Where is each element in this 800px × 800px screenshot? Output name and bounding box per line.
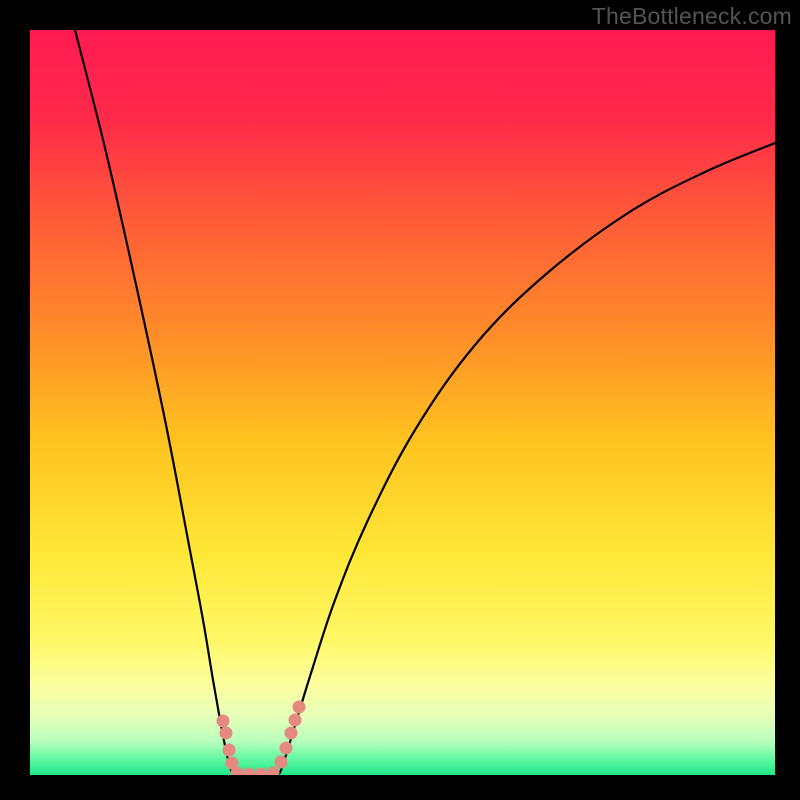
plot-area <box>30 30 775 775</box>
watermark-text: TheBottleneck.com <box>592 3 792 30</box>
gradient-background <box>30 30 775 775</box>
